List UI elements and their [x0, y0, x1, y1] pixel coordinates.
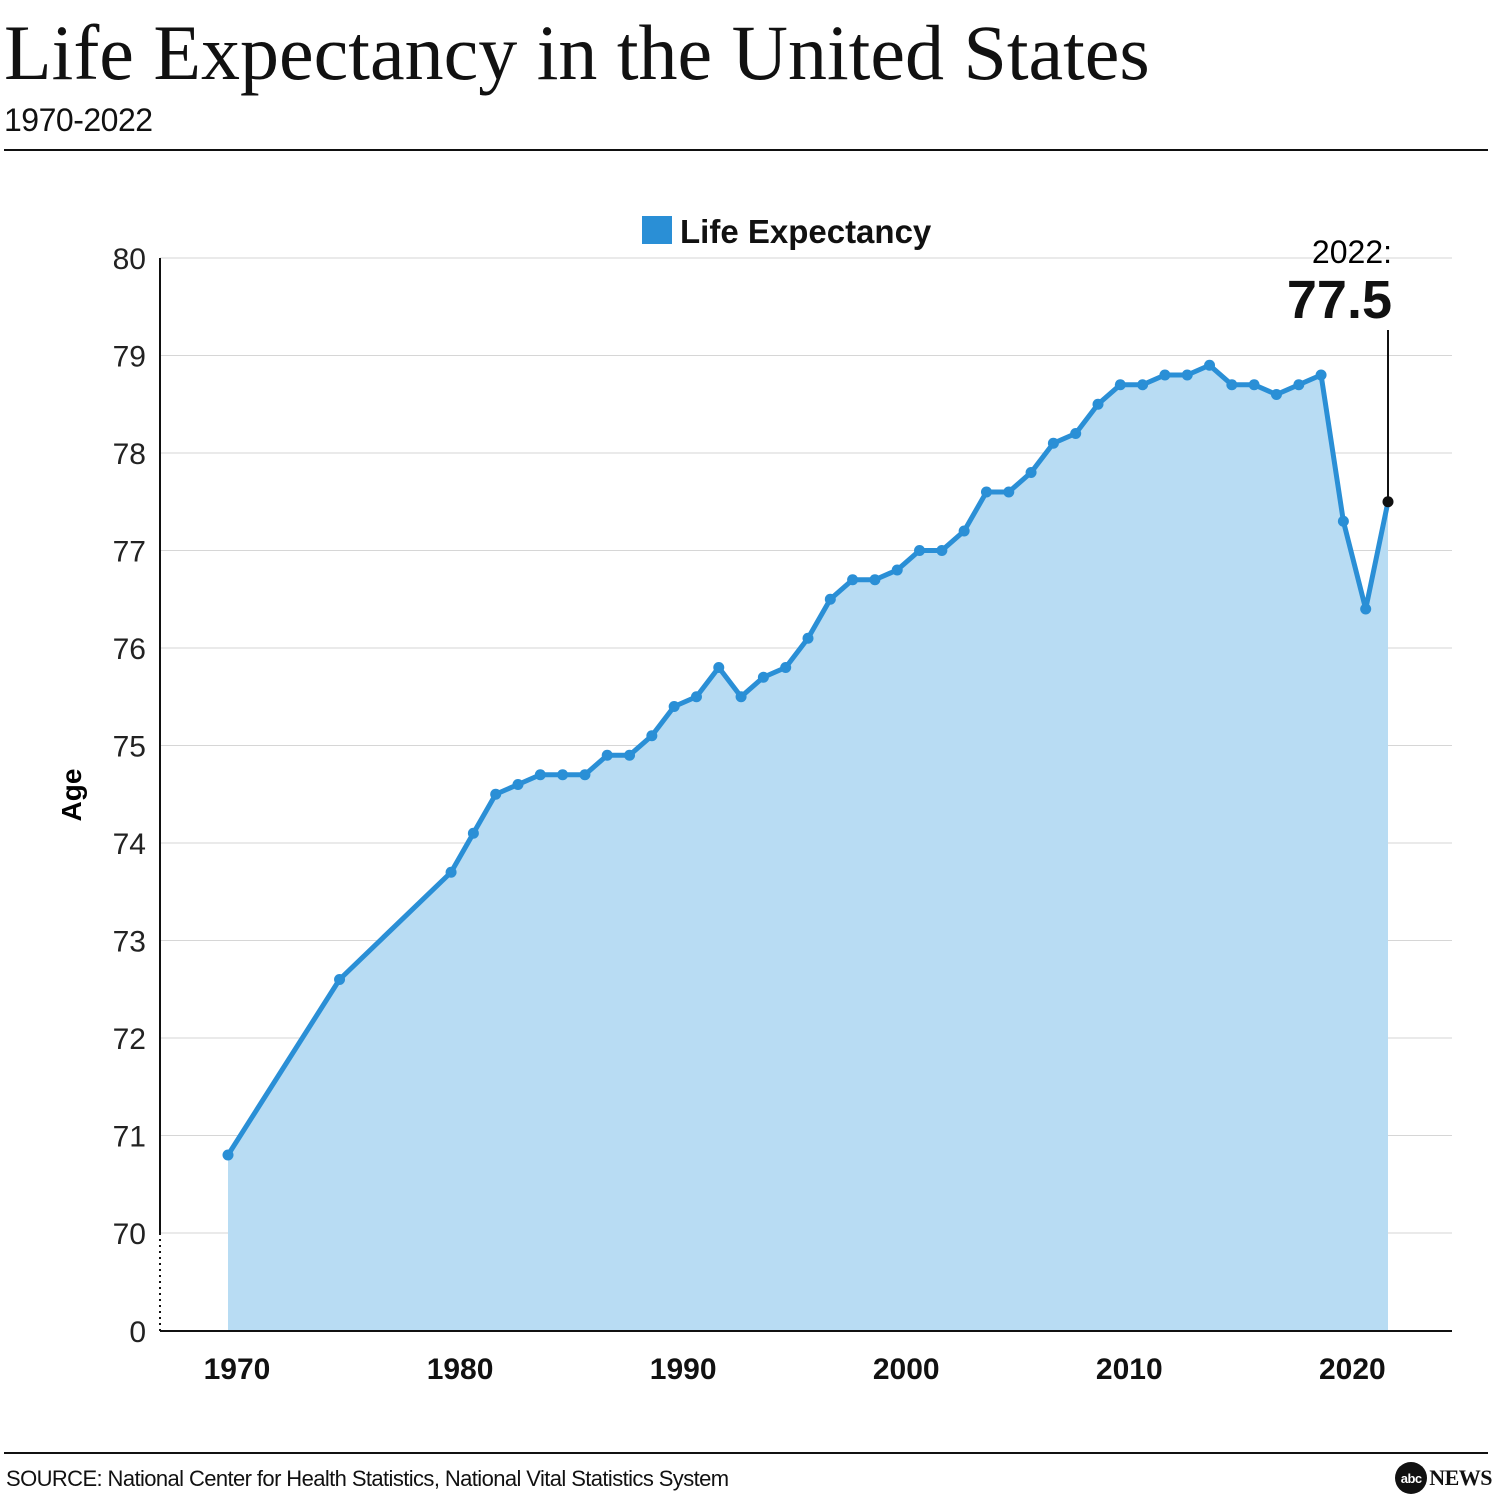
data-point-1980 — [445, 866, 457, 878]
data-point-2005 — [1003, 486, 1015, 498]
annotation-value: 77.5 — [1287, 270, 1392, 330]
abc-logo-circle: abc — [1395, 1462, 1428, 1494]
data-point-1983 — [512, 779, 524, 790]
y-tick-label: 77 — [113, 536, 146, 569]
area-fill — [228, 365, 1388, 1331]
data-point-1987 — [601, 749, 613, 761]
data-point-2003 — [958, 525, 970, 537]
data-point-1981 — [467, 827, 479, 839]
y-tick-label: 78 — [113, 438, 146, 471]
y-tick-label: 73 — [113, 926, 146, 959]
y-tick-label: 70 — [113, 1218, 146, 1251]
page-subtitle: 1970-2022 — [4, 102, 153, 138]
data-point-1989 — [646, 730, 658, 742]
y-tick-label: 74 — [113, 828, 146, 861]
data-point-2010 — [1114, 379, 1126, 391]
data-point-1999 — [869, 574, 881, 586]
data-point-1995 — [780, 662, 792, 673]
data-point-2011 — [1137, 379, 1149, 391]
data-point-2021 — [1360, 603, 1372, 615]
data-point-2014 — [1204, 359, 1216, 371]
x-tick-label: 1970 — [204, 1353, 271, 1386]
y-tick-label: 79 — [113, 341, 146, 374]
data-point-1997 — [824, 593, 836, 605]
data-point-2020 — [1337, 515, 1349, 527]
data-point-1986 — [579, 769, 591, 781]
data-point-1996 — [802, 632, 814, 644]
x-tick-label: 1980 — [427, 1353, 494, 1386]
data-point-1982 — [490, 788, 502, 800]
data-point-2008 — [1070, 428, 1082, 439]
header-divider — [4, 149, 1488, 151]
data-point-2012 — [1159, 369, 1171, 381]
x-tick-label: 1990 — [650, 1353, 717, 1386]
abc-news-logo: abc NEWS — [1395, 1462, 1492, 1494]
x-tick-label: 2010 — [1096, 1353, 1163, 1386]
data-point-2000 — [891, 564, 903, 576]
data-point-1991 — [690, 691, 702, 703]
y-axis-label: Age — [56, 769, 87, 822]
data-point-1975 — [334, 974, 346, 985]
data-point-2016 — [1248, 379, 1260, 391]
y-tick-label: 75 — [113, 731, 146, 764]
x-tick-label: 2000 — [873, 1353, 940, 1386]
legend-swatch — [642, 216, 672, 244]
y-tick-label: 0 — [129, 1316, 146, 1349]
abc-logo-news: NEWS — [1429, 1465, 1492, 1490]
annotation-label: 2022: — [1312, 234, 1392, 270]
data-point-2017 — [1270, 389, 1282, 400]
footer-divider — [4, 1452, 1488, 1454]
data-point-1985 — [557, 769, 569, 781]
data-point-2009 — [1092, 398, 1104, 410]
source-note: SOURCE: National Center for Health Stati… — [6, 1466, 729, 1491]
data-point-2002 — [936, 545, 948, 556]
data-point-1984 — [534, 769, 546, 781]
y-tick-label: 72 — [113, 1023, 146, 1056]
data-point-2013 — [1181, 369, 1193, 381]
legend-label: Life Expectancy — [680, 213, 932, 250]
x-tick-label: 2020 — [1319, 1353, 1386, 1386]
data-point-2004 — [980, 486, 992, 498]
y-tick-label: 71 — [113, 1121, 146, 1154]
data-point-2018 — [1293, 379, 1305, 391]
data-point-1998 — [847, 574, 859, 586]
data-point-2006 — [1025, 467, 1037, 478]
data-point-1988 — [624, 749, 636, 761]
page-title: Life Expectancy in the United States — [4, 9, 1150, 96]
data-point-1990 — [668, 701, 680, 712]
data-point-1994 — [757, 671, 769, 683]
data-point-2015 — [1226, 379, 1238, 391]
data-point-2019 — [1315, 369, 1327, 381]
data-point-2022 — [1382, 496, 1394, 508]
data-point-1993 — [735, 691, 747, 703]
y-tick-label: 76 — [113, 633, 146, 666]
y-tick-label: 80 — [113, 243, 146, 276]
data-point-1970 — [222, 1149, 234, 1161]
data-point-2001 — [914, 545, 926, 556]
data-point-2007 — [1047, 437, 1059, 449]
data-point-1992 — [713, 662, 725, 673]
